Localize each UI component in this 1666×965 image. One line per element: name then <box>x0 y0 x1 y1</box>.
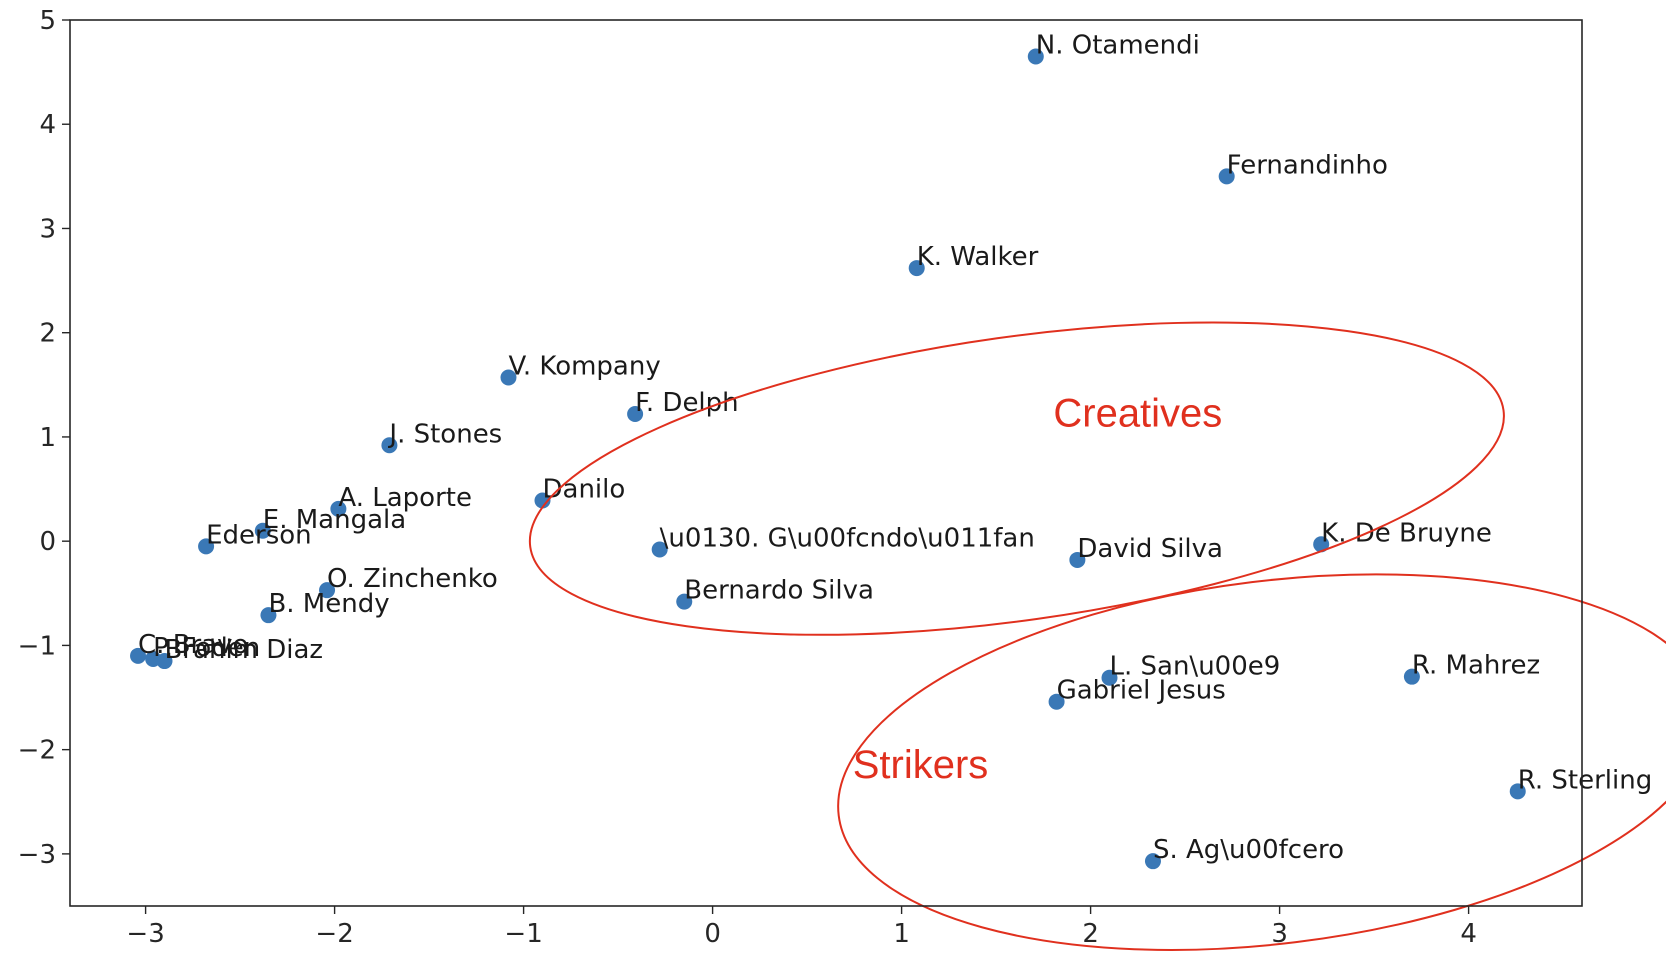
y-tick-label: −3 <box>18 840 56 870</box>
x-tick-label: −3 <box>126 919 164 949</box>
annotation-ellipse <box>837 573 1666 951</box>
scatter-point <box>319 582 336 599</box>
point-label: O. Zinchenko <box>327 564 498 594</box>
point-label: Danilo <box>543 475 626 505</box>
scatter-point <box>1218 168 1235 185</box>
y-tick-label: 3 <box>39 214 56 244</box>
scatter-point <box>1403 668 1420 685</box>
x-tick-label: 0 <box>704 919 721 949</box>
y-tick-label: 5 <box>39 6 56 36</box>
point-label: S. Ag\u00fcero <box>1153 835 1344 865</box>
point-label: \u0130. G\u00fcndo\u011fan <box>660 524 1035 554</box>
x-tick-label: −2 <box>315 919 353 949</box>
annotation-label: Creatives <box>1053 392 1222 436</box>
scatter-point <box>651 541 668 558</box>
scatter-point <box>1027 48 1044 65</box>
point-labels: N. Otamendi Fernandinho K. Walker V. Kompan… <box>138 30 1652 865</box>
scatter-point <box>1101 669 1118 686</box>
scatter-point <box>1509 783 1526 800</box>
y-tick-label: 4 <box>39 110 56 140</box>
scatter-point <box>1144 853 1161 870</box>
annotation-ellipse <box>528 321 1505 636</box>
scatter-point <box>500 369 517 386</box>
point-label: L. San\u00e9 <box>1110 652 1281 682</box>
scatter-point <box>156 653 173 670</box>
y-axis: −3 −2 −1 0 1 2 3 4 5 <box>18 6 70 870</box>
x-axis: −3 −2 −1 0 1 2 3 4 <box>126 906 1477 949</box>
scatter-point <box>1069 551 1086 568</box>
y-tick-label: 2 <box>39 319 56 349</box>
x-tick-label: 3 <box>1271 919 1288 949</box>
point-label: A. Laporte <box>338 483 472 513</box>
data-points <box>130 48 1526 870</box>
plot-frame <box>69 19 1583 907</box>
point-label: Ederson <box>206 520 312 550</box>
scatter-point <box>254 522 271 539</box>
point-label: N. Otamendi <box>1036 30 1200 60</box>
point-label: K. Walker <box>917 242 1039 272</box>
scatter-point <box>534 492 551 509</box>
y-tick-label: −2 <box>18 736 56 766</box>
scatter-point <box>260 607 277 624</box>
point-label: David Silva <box>1077 534 1223 564</box>
point-label: Brahim Diaz <box>165 635 324 665</box>
y-tick-label: 0 <box>39 527 56 557</box>
scatter-point <box>198 538 215 555</box>
x-tick-label: −1 <box>504 919 542 949</box>
y-tick-label: 1 <box>39 423 56 453</box>
scatter-point <box>908 260 925 277</box>
x-tick-label: 1 <box>893 919 910 949</box>
point-label: R. Mahrez <box>1412 651 1540 681</box>
scatter-point <box>130 647 147 664</box>
scatter-point <box>381 437 398 454</box>
x-tick-label: 4 <box>1460 919 1477 949</box>
point-label: J. Stones <box>387 419 502 449</box>
point-label: V. Kompany <box>508 352 660 382</box>
point-label: Bernardo Silva <box>684 576 874 606</box>
scatter-point <box>627 406 644 423</box>
scatter-point <box>1313 536 1330 553</box>
point-label: K. De Bruyne <box>1321 518 1492 548</box>
scatter-point <box>330 500 347 517</box>
point-label: E. Mangala <box>263 505 406 535</box>
plot-area <box>70 20 1582 906</box>
y-tick-label: −1 <box>18 631 56 661</box>
scatter-point <box>676 593 693 610</box>
point-label: C. Bravo <box>138 630 248 660</box>
point-label: B. Mendy <box>268 589 389 619</box>
point-label: R. Sterling <box>1518 765 1652 795</box>
x-tick-label: 2 <box>1082 919 1099 949</box>
scatter-point <box>1048 693 1065 710</box>
point-label: P. Foden <box>153 633 260 663</box>
cluster-annotations: Creatives Strikers <box>528 321 1666 951</box>
annotation-label: Strikers <box>853 743 989 787</box>
point-label: Gabriel Jesus <box>1057 676 1226 706</box>
point-label: Fernandinho <box>1227 150 1388 180</box>
